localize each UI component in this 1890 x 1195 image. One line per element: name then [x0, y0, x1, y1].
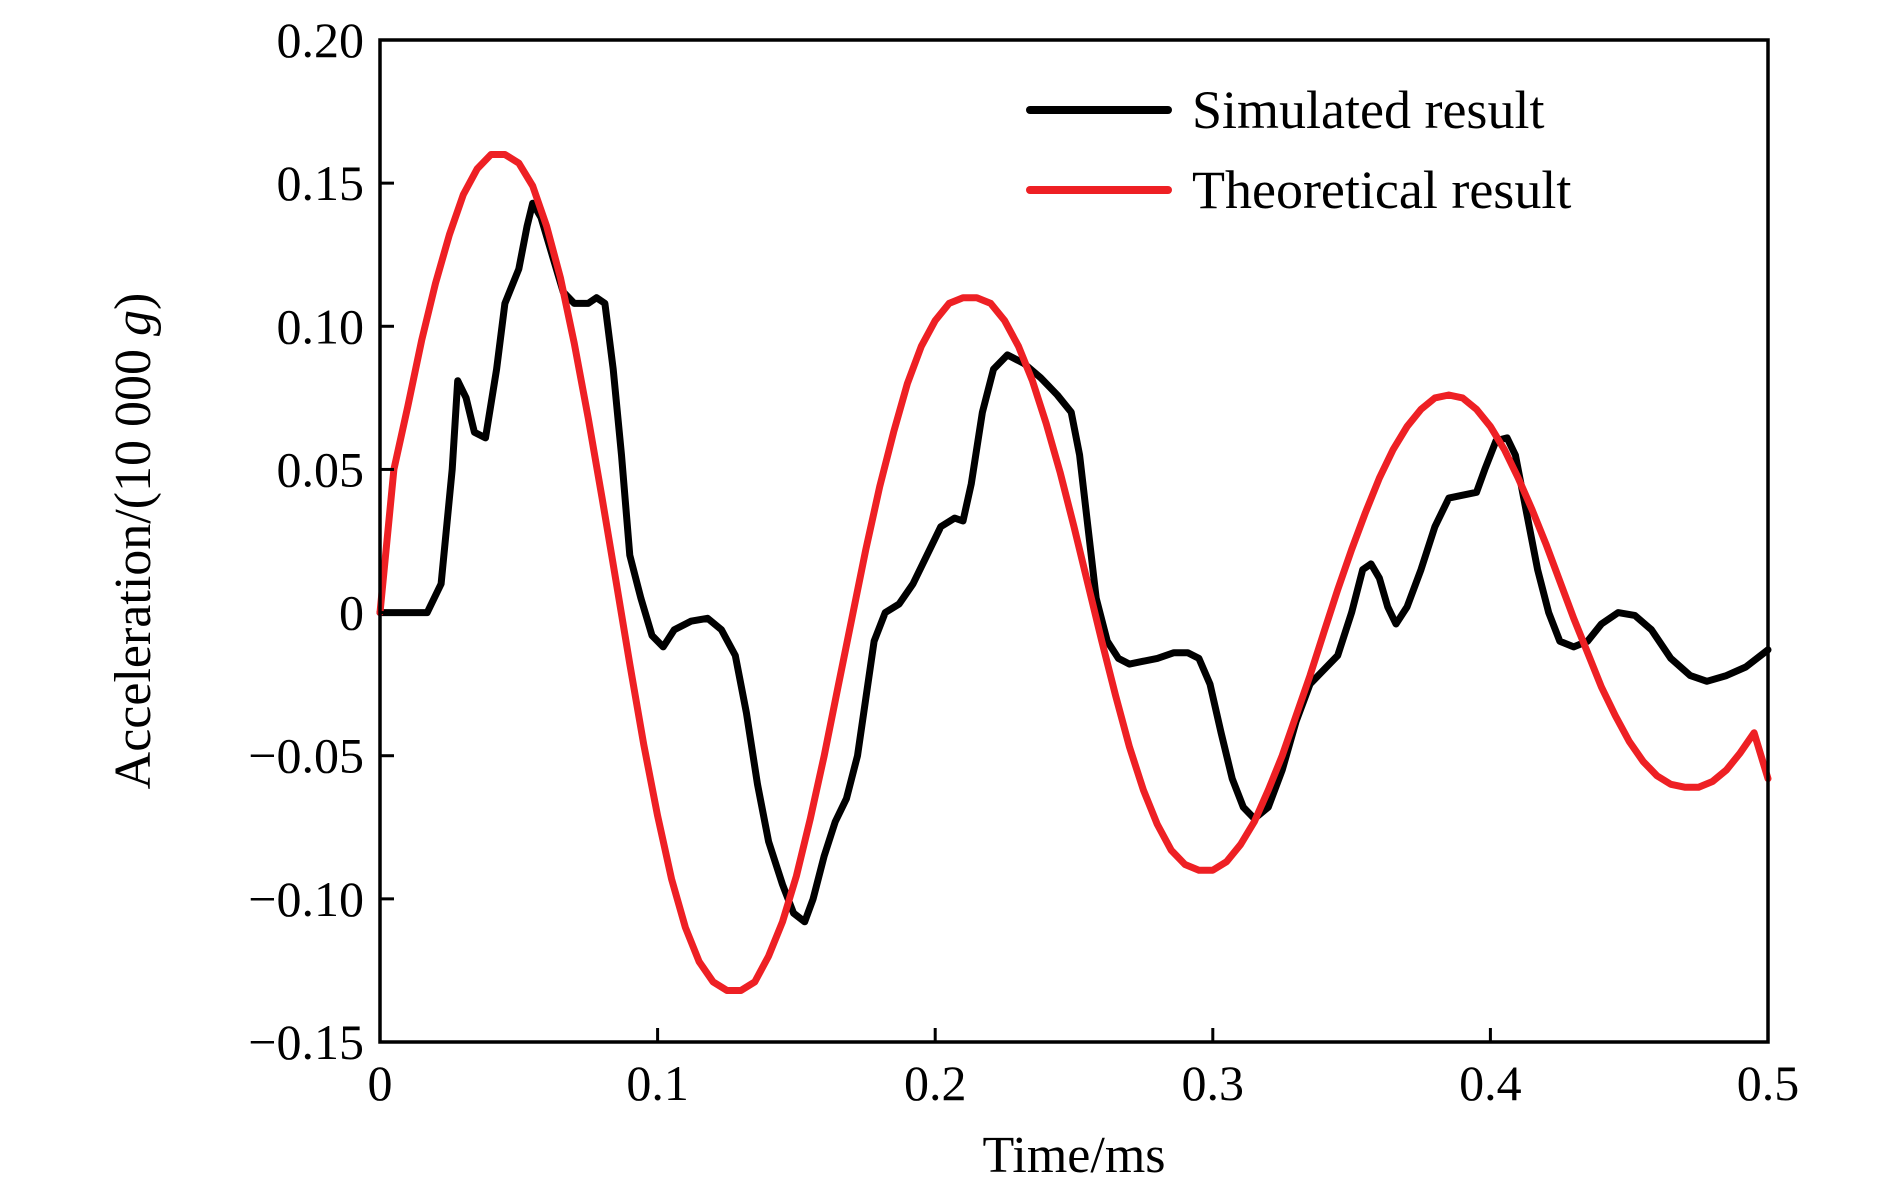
y-tick-label: −0.10 [248, 871, 364, 927]
x-tick-label: 0.2 [904, 1055, 967, 1111]
x-tick-label: 0.1 [626, 1055, 689, 1111]
x-axis-label: Time/ms [982, 1127, 1165, 1184]
plot-area [376, 151, 1772, 994]
x-tick-label: 0 [368, 1055, 393, 1111]
series-line-simulated [376, 199, 1772, 926]
y-tick-label: −0.05 [248, 728, 364, 784]
y-axis-label: Acceleration/(10 000 g) [105, 293, 162, 790]
y-tick-label: 0.10 [277, 298, 365, 354]
x-tick-label: 0.3 [1182, 1055, 1245, 1111]
series-line-theoretical [376, 151, 1772, 994]
x-tick-label: 0.5 [1737, 1055, 1800, 1111]
legend-label-simulated: Simulated result [1192, 80, 1544, 140]
x-axis: 0 0.1 0.2 0.3 0.4 0.5 [368, 1028, 1800, 1111]
y-axis-label-unit: g [105, 310, 162, 336]
x-tick-label: 0.4 [1459, 1055, 1522, 1111]
y-axis-label-prefix: Acceleration/(10 000 [105, 336, 162, 789]
legend-label-theoretical: Theoretical result [1192, 160, 1571, 220]
y-axis: −0.15 −0.10 −0.05 0 0.05 0.10 0.15 0.20 [248, 12, 394, 1070]
y-tick-label: −0.15 [248, 1014, 364, 1070]
legend: Simulated result Theoretical result [1026, 80, 1571, 220]
y-axis-label-suffix: ) [105, 293, 162, 310]
y-tick-label: 0.15 [277, 155, 365, 211]
y-tick-label: 0.05 [277, 441, 365, 497]
y-tick-label: 0 [339, 585, 364, 641]
plot-frame [378, 38, 1770, 1044]
y-tick-label: 0.20 [277, 12, 365, 68]
